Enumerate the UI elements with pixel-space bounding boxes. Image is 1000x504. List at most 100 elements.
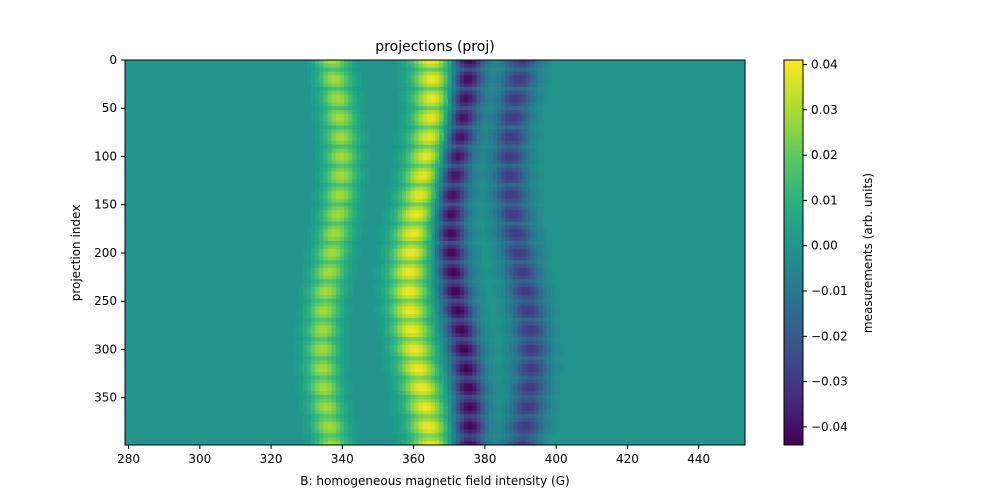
- heatmap-cell: [401, 67, 407, 73]
- heatmap-cell: [443, 325, 448, 331]
- heatmap-cell: [455, 360, 461, 365]
- heatmap-cell: [401, 252, 407, 257]
- heatmap-cell: [401, 221, 407, 227]
- heatmap-cell: [542, 256, 548, 261]
- heatmap-cell: [451, 356, 457, 361]
- heatmap-cell: [463, 148, 469, 153]
- heatmap-cell: [406, 375, 411, 381]
- heatmap-cell: [327, 352, 333, 358]
- heatmap-cell: [331, 225, 337, 230]
- heatmap-cell: [530, 406, 535, 411]
- heatmap-cell: [451, 371, 457, 377]
- heatmap-cell: [389, 221, 395, 227]
- heatmap-cell: [517, 306, 523, 311]
- heatmap-cell: [389, 402, 395, 408]
- heatmap-cell: [472, 187, 477, 192]
- heatmap-cell: [463, 190, 469, 196]
- heatmap-cell: [414, 248, 420, 254]
- heatmap-cell: [480, 98, 486, 103]
- heatmap-cell: [513, 317, 519, 323]
- heatmap-cell: [323, 175, 329, 180]
- heatmap-cell: [451, 221, 457, 227]
- heatmap-cell: [542, 306, 548, 311]
- heatmap-cell: [331, 148, 337, 153]
- heatmap-cell: [484, 329, 490, 334]
- heatmap-cell: [451, 244, 457, 250]
- heatmap-cell: [534, 360, 539, 365]
- heatmap-cell: [319, 244, 324, 250]
- heatmap-cell: [513, 94, 519, 100]
- heatmap-cell: [339, 225, 345, 230]
- heatmap-cell: [435, 310, 440, 315]
- heatmap-cell: [327, 310, 333, 315]
- heatmap-cell: [530, 294, 535, 300]
- heatmap-cell: [497, 306, 502, 311]
- heatmap-cell: [492, 429, 498, 435]
- heatmap-cell: [327, 418, 333, 423]
- heatmap-cell: [484, 121, 490, 127]
- heatmap-cell: [335, 121, 341, 127]
- heatmap-cell: [459, 121, 465, 127]
- heatmap-cell: [538, 98, 544, 103]
- heatmap-cell: [530, 360, 535, 365]
- heatmap-cell: [472, 110, 477, 115]
- heatmap-cell: [331, 333, 337, 338]
- heatmap-cell: [335, 379, 341, 384]
- heatmap-cell: [517, 160, 523, 165]
- heatmap-cell: [480, 298, 486, 304]
- heatmap-cell: [389, 256, 395, 261]
- heatmap-cell: [463, 337, 469, 342]
- heatmap-cell: [364, 175, 370, 180]
- heatmap-cell: [435, 287, 440, 292]
- heatmap-cell: [517, 60, 523, 65]
- heatmap-cell: [525, 144, 531, 150]
- heatmap-cell: [463, 383, 469, 388]
- heatmap-cell: [497, 137, 502, 142]
- heatmap-cell: [348, 194, 353, 200]
- heatmap-cell: [339, 275, 345, 281]
- heatmap-cell: [319, 341, 324, 346]
- heatmap-cell: [513, 163, 519, 169]
- heatmap-cell: [430, 67, 436, 73]
- heatmap-cell: [501, 402, 506, 408]
- heatmap-cell: [426, 163, 432, 169]
- heatmap-cell: [323, 267, 329, 273]
- heatmap-cell: [414, 402, 420, 408]
- heatmap-cell: [393, 406, 399, 411]
- heatmap-cell: [435, 302, 440, 307]
- heatmap-cell: [435, 294, 440, 300]
- heatmap-cell: [348, 237, 353, 242]
- heatmap-cell: [306, 329, 312, 334]
- heatmap-cell: [327, 152, 333, 157]
- heatmap-cell: [513, 167, 519, 173]
- heatmap-cell: [455, 429, 461, 435]
- heatmap-cell: [497, 394, 502, 400]
- heatmap-cell: [397, 221, 403, 227]
- heatmap-cell: [302, 383, 308, 388]
- heatmap-cell: [534, 371, 539, 377]
- heatmap-cell: [443, 344, 448, 350]
- heatmap-cell: [389, 202, 395, 207]
- heatmap-cell: [468, 271, 473, 277]
- heatmap-cell: [327, 179, 333, 184]
- heatmap-cell: [348, 129, 353, 134]
- heatmap-cell: [459, 179, 465, 184]
- heatmap-cell: [389, 383, 395, 388]
- heatmap-cell: [517, 341, 523, 346]
- heatmap-cell: [393, 360, 399, 365]
- heatmap-cell: [406, 98, 411, 103]
- heatmap-cell: [339, 379, 345, 384]
- heatmap-cell: [315, 260, 320, 265]
- heatmap-cell: [327, 333, 333, 338]
- heatmap-cell: [476, 106, 482, 111]
- heatmap-cell: [306, 306, 312, 311]
- heatmap-cell: [315, 414, 320, 419]
- heatmap-cell: [484, 140, 490, 146]
- heatmap-cell: [509, 410, 515, 415]
- heatmap-cell: [497, 237, 502, 242]
- heatmap-cell: [480, 291, 486, 296]
- heatmap-cell: [550, 375, 556, 381]
- heatmap-cell: [488, 90, 494, 96]
- heatmap-cell: [339, 60, 345, 65]
- heatmap-cell: [377, 248, 382, 254]
